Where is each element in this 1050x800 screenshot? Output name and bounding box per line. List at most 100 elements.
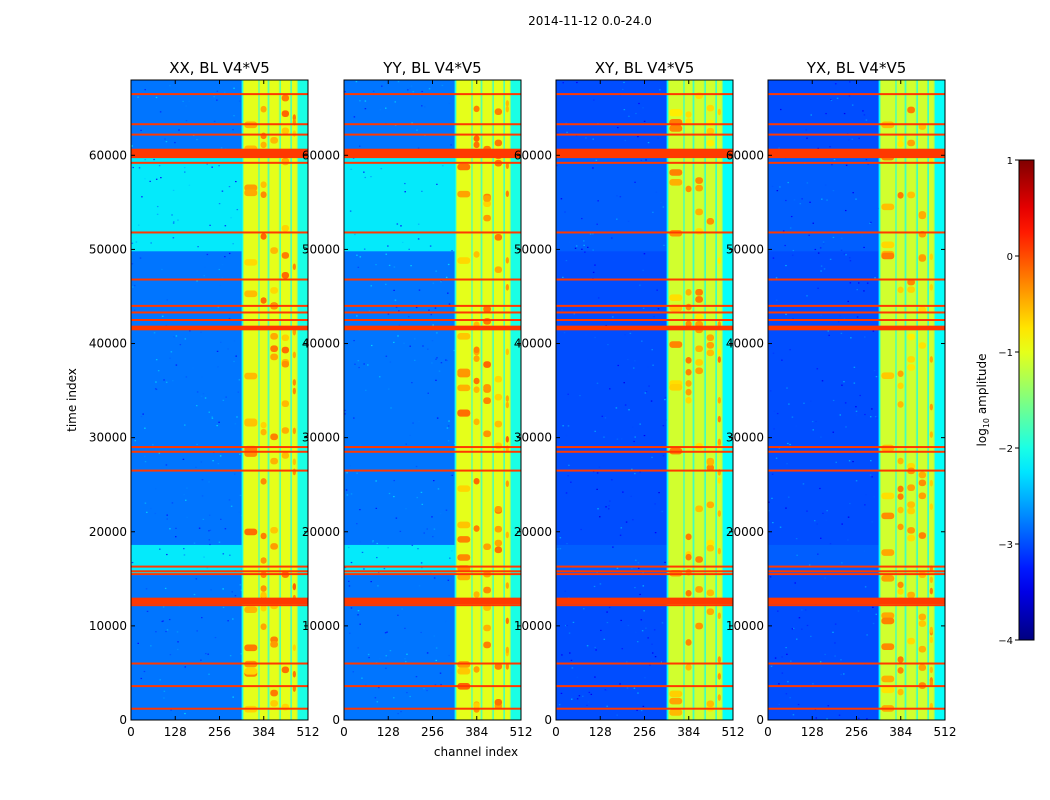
noise-pixel (173, 221, 175, 223)
noise-pixel (660, 201, 662, 204)
noise-pixel (640, 709, 643, 712)
noise-pixel (774, 657, 777, 659)
panel-title: XX, BL V4*V5 (169, 59, 270, 77)
noise-pixel (403, 642, 406, 644)
band-gap (933, 80, 935, 720)
noise-pixel (433, 528, 436, 530)
noise-pixel (808, 564, 811, 566)
signal-blob (706, 608, 715, 615)
noise-pixel (788, 403, 790, 405)
noise-pixel (779, 186, 781, 188)
signal-blob (695, 296, 703, 303)
band-gap (290, 80, 292, 720)
flagged-block (768, 597, 945, 605)
noise-pixel (592, 233, 594, 235)
signal-blob (695, 556, 703, 563)
noise-pixel (188, 100, 190, 102)
signal-blob (457, 409, 471, 417)
noise-pixel (179, 344, 182, 346)
noise-pixel (847, 516, 850, 518)
signal-blob (473, 525, 480, 532)
panel-yy: YY, BL V4*V5 0 128 256 384 512 0 10000 20000 3000… (302, 59, 533, 739)
noise-pixel (232, 696, 234, 698)
noise-pixel (186, 487, 188, 489)
noise-pixel (834, 83, 837, 85)
noise-pixel (209, 543, 211, 546)
noise-pixel (200, 461, 203, 463)
signal-blob (270, 640, 278, 648)
noise-pixel (346, 494, 349, 496)
noise-pixel (588, 691, 591, 694)
noise-pixel (161, 620, 164, 623)
noise-pixel (592, 167, 594, 169)
signal-blob (260, 532, 267, 540)
noise-pixel (420, 491, 423, 494)
band-gap (692, 80, 694, 720)
noise-pixel (781, 359, 783, 361)
noise-pixel (356, 523, 358, 525)
noise-pixel (596, 472, 599, 474)
signal-blob (929, 587, 933, 595)
noise-pixel (159, 679, 161, 681)
flagged-block (344, 325, 521, 331)
signal-blob (907, 591, 915, 599)
noise-pixel (869, 222, 871, 225)
noise-pixel (789, 443, 791, 446)
noise-pixel (239, 584, 242, 586)
noise-pixel (592, 249, 594, 251)
noise-pixel (169, 357, 171, 359)
elevated-region (556, 155, 667, 252)
noise-pixel (586, 310, 588, 312)
noise-pixel (397, 335, 399, 337)
noise-pixel (865, 494, 867, 496)
noise-pixel (449, 557, 451, 559)
signal-blob (494, 266, 503, 274)
signal-blob (669, 709, 683, 716)
noise-pixel (224, 528, 227, 530)
signal-blob (505, 395, 509, 402)
noise-pixel (821, 198, 823, 200)
noise-pixel (616, 438, 619, 440)
noise-pixel (163, 690, 166, 692)
noise-pixel (197, 246, 199, 248)
noise-pixel (643, 120, 646, 122)
noise-pixel (368, 310, 371, 312)
noise-pixel (785, 693, 788, 695)
noise-pixel (390, 407, 392, 409)
flagged-row (131, 93, 308, 96)
noise-pixel (657, 137, 659, 139)
y-tick-label: 20000 (514, 525, 552, 539)
signal-blob (281, 224, 290, 232)
noise-pixel (437, 488, 440, 490)
signal-blob (907, 106, 915, 114)
noise-pixel (406, 653, 408, 655)
signal-blob (717, 477, 721, 484)
noise-pixel (165, 381, 168, 383)
noise-pixel (168, 618, 171, 621)
signal-blob (695, 184, 703, 192)
flagged-row (344, 446, 521, 449)
signal-blob (244, 184, 258, 192)
signal-blob (685, 320, 692, 328)
noise-pixel (218, 203, 221, 205)
signal-blob (717, 415, 721, 423)
noise-pixel (843, 112, 846, 115)
flagged-row (131, 446, 308, 449)
noise-pixel (203, 556, 205, 558)
noise-pixel (863, 246, 865, 249)
flagged-row (768, 604, 945, 607)
signal-blob (505, 531, 509, 539)
noise-pixel (164, 587, 167, 590)
noise-pixel (346, 472, 348, 474)
signal-blob (929, 576, 933, 584)
signal-blob (685, 380, 692, 387)
signal-blob (270, 526, 278, 534)
signal-blob (483, 305, 491, 313)
noise-pixel (423, 532, 425, 534)
noise-pixel (855, 410, 858, 412)
noise-pixel (824, 653, 826, 656)
noise-pixel (159, 111, 162, 113)
noise-pixel (594, 676, 596, 678)
noise-pixel (563, 332, 566, 334)
noise-pixel (155, 359, 158, 361)
